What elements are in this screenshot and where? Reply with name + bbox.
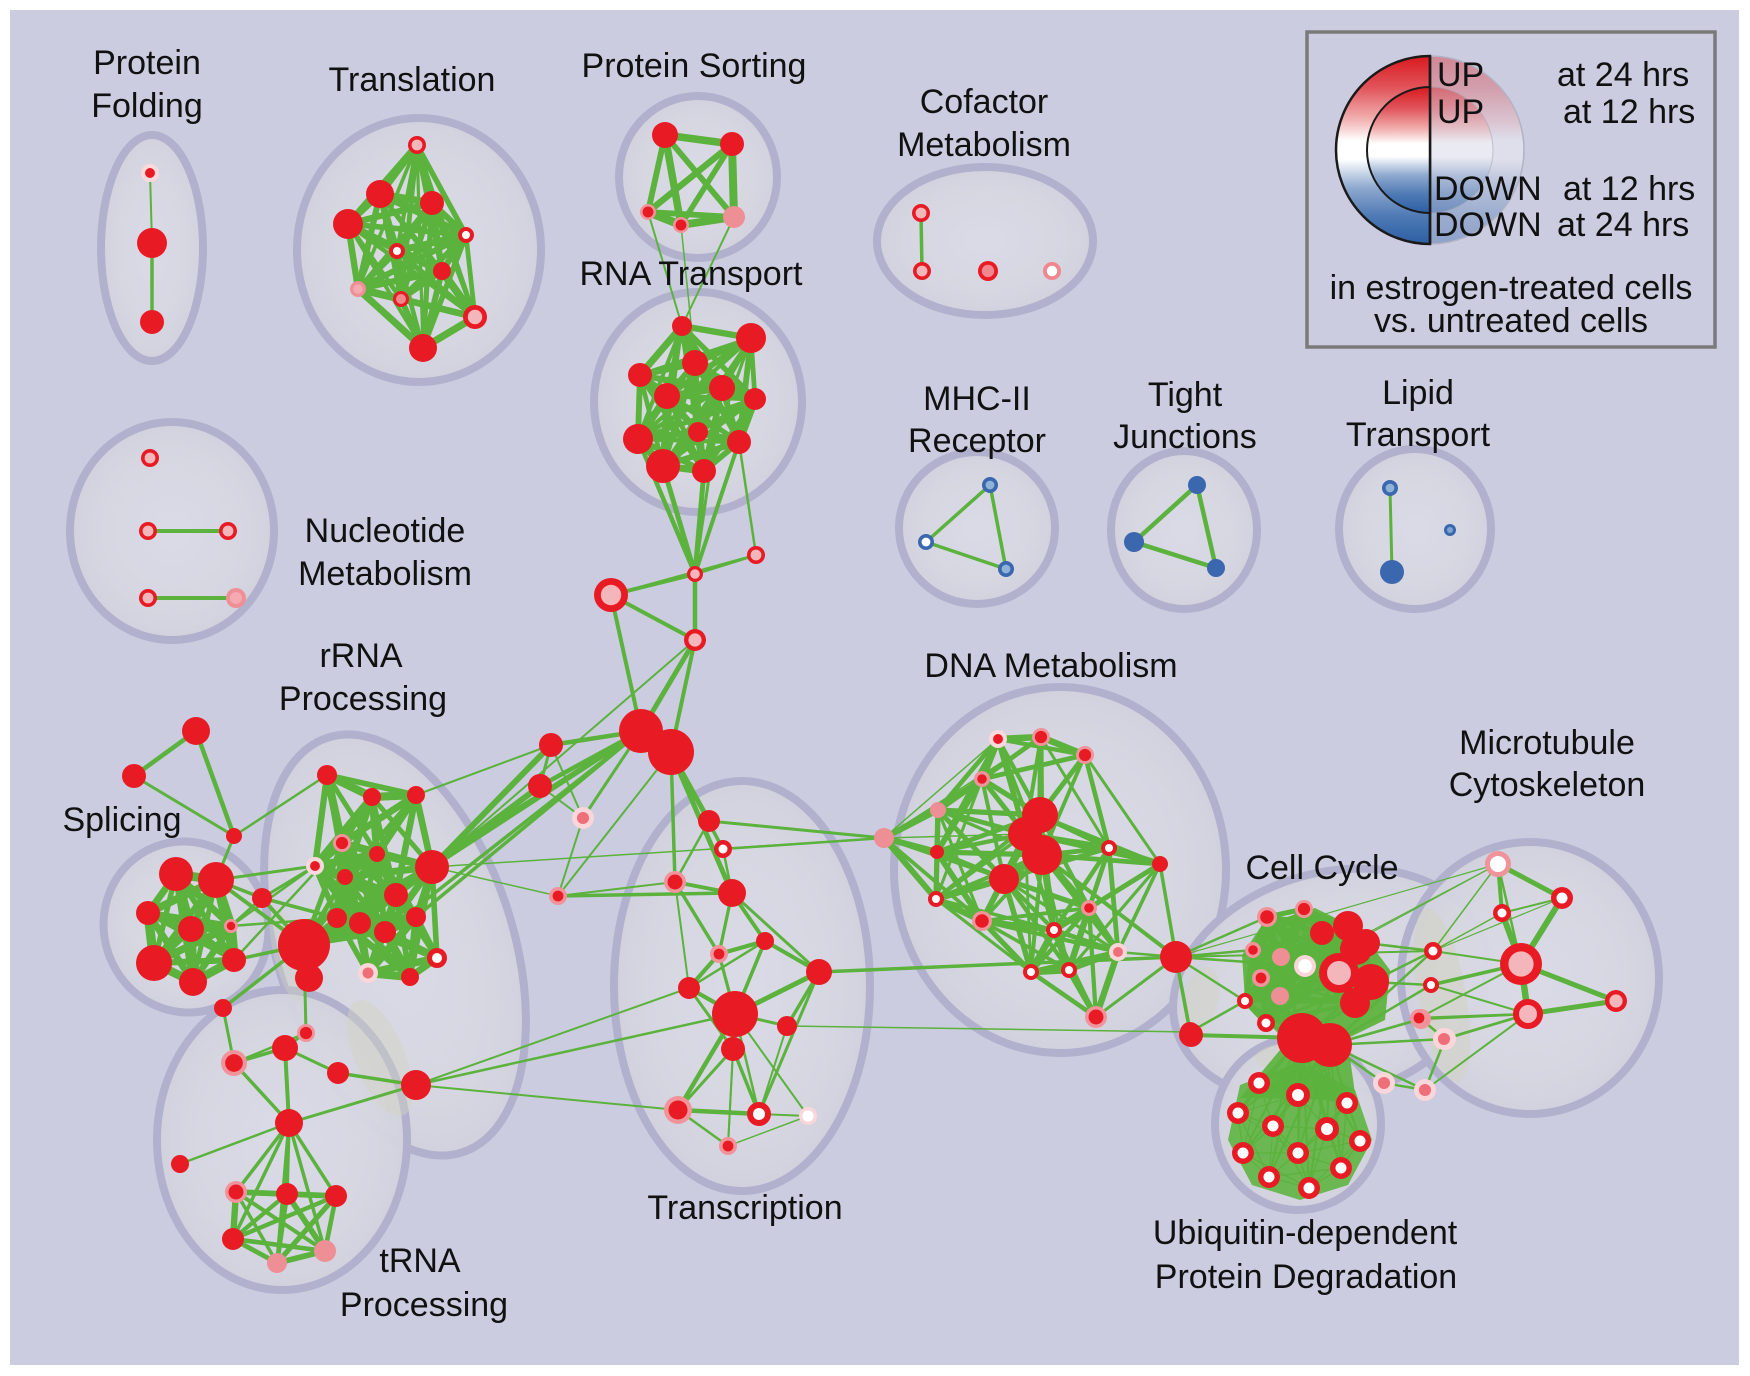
svg-text:Splicing: Splicing (62, 801, 181, 839)
svg-text:tRNA: tRNA (379, 1242, 461, 1280)
svg-text:at 12 hrs: at 12 hrs (1563, 170, 1695, 208)
svg-text:UP: UP (1437, 56, 1484, 94)
svg-text:Cytoskeleton: Cytoskeleton (1449, 766, 1646, 804)
svg-text:Receptor: Receptor (908, 422, 1046, 460)
svg-text:Tight: Tight (1148, 376, 1223, 414)
svg-text:Protein Degradation: Protein Degradation (1155, 1258, 1457, 1296)
svg-text:in estrogen-treated cells: in estrogen-treated cells (1330, 269, 1693, 307)
svg-text:Ubiquitin-dependent: Ubiquitin-dependent (1153, 1214, 1458, 1252)
svg-text:DNA Metabolism: DNA Metabolism (924, 647, 1177, 685)
svg-text:Protein: Protein (93, 44, 201, 82)
svg-text:Cofactor: Cofactor (920, 83, 1049, 121)
svg-text:Transport: Transport (1346, 416, 1491, 454)
svg-text:vs. untreated cells: vs. untreated cells (1374, 302, 1648, 340)
svg-text:Processing: Processing (279, 680, 447, 718)
svg-text:at 12 hrs: at 12 hrs (1563, 93, 1695, 131)
svg-text:rRNA: rRNA (319, 637, 402, 675)
svg-text:Folding: Folding (91, 87, 203, 125)
svg-text:Transcription: Transcription (647, 1189, 842, 1227)
svg-text:Cell Cycle: Cell Cycle (1245, 849, 1398, 887)
svg-text:Metabolism: Metabolism (897, 126, 1071, 164)
svg-text:MHC-II: MHC-II (923, 380, 1031, 418)
svg-text:Protein Sorting: Protein Sorting (582, 47, 807, 85)
svg-text:Junctions: Junctions (1113, 418, 1257, 456)
svg-text:Translation: Translation (329, 61, 496, 99)
svg-text:Nucleotide: Nucleotide (305, 512, 466, 550)
svg-text:at 24 hrs: at 24 hrs (1557, 56, 1689, 94)
svg-text:at 24 hrs: at 24 hrs (1557, 206, 1689, 244)
svg-text:DOWN: DOWN (1434, 206, 1542, 244)
svg-text:DOWN: DOWN (1434, 170, 1542, 208)
svg-text:Processing: Processing (340, 1286, 508, 1324)
svg-text:UP: UP (1437, 93, 1484, 131)
svg-text:Metabolism: Metabolism (298, 555, 472, 593)
svg-text:RNA Transport: RNA Transport (580, 255, 804, 293)
svg-text:Microtubule: Microtubule (1459, 724, 1635, 762)
svg-text:Lipid: Lipid (1382, 374, 1454, 412)
